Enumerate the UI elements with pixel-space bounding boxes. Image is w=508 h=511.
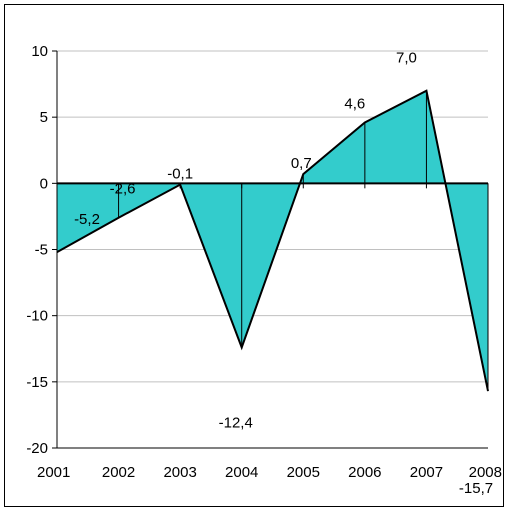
- y-tick-label: -5: [35, 242, 48, 259]
- data-label: -2,6: [110, 181, 136, 198]
- y-tick-label: 10: [31, 43, 48, 60]
- x-tick-label: 2002: [102, 464, 135, 481]
- x-tick-labels: 2001 2002 2003 2004 2005 2006 2007 2008: [37, 464, 502, 481]
- data-label: 7,0: [396, 50, 417, 67]
- data-label: -5,2: [74, 211, 100, 228]
- data-label: 0,7: [291, 155, 312, 172]
- data-label: 4,6: [344, 95, 365, 112]
- y-tick-label: 5: [40, 109, 48, 126]
- x-tick-label: 2004: [225, 464, 258, 481]
- data-label: -12,4: [219, 414, 253, 431]
- data-label: -0,1: [167, 166, 193, 183]
- y-tick-label: -20: [26, 440, 48, 457]
- data-label: -15,7: [459, 480, 493, 497]
- x-tick-label: 2001: [37, 464, 70, 481]
- area-fill: [57, 91, 488, 391]
- y-tick-labels: 10 5 0 -5 -10 -15 -20: [26, 43, 48, 457]
- y-tick-label: -15: [26, 374, 48, 391]
- x-tick-label: 2003: [163, 464, 196, 481]
- x-tick-label: 2007: [410, 464, 443, 481]
- x-tick-label: 2006: [348, 464, 381, 481]
- y-tick-label: 0: [40, 175, 48, 192]
- x-tick-label: 2008: [469, 464, 502, 481]
- area-shape: [57, 91, 488, 391]
- x-tick-label: 2005: [287, 464, 320, 481]
- y-tick-label: -10: [26, 308, 48, 325]
